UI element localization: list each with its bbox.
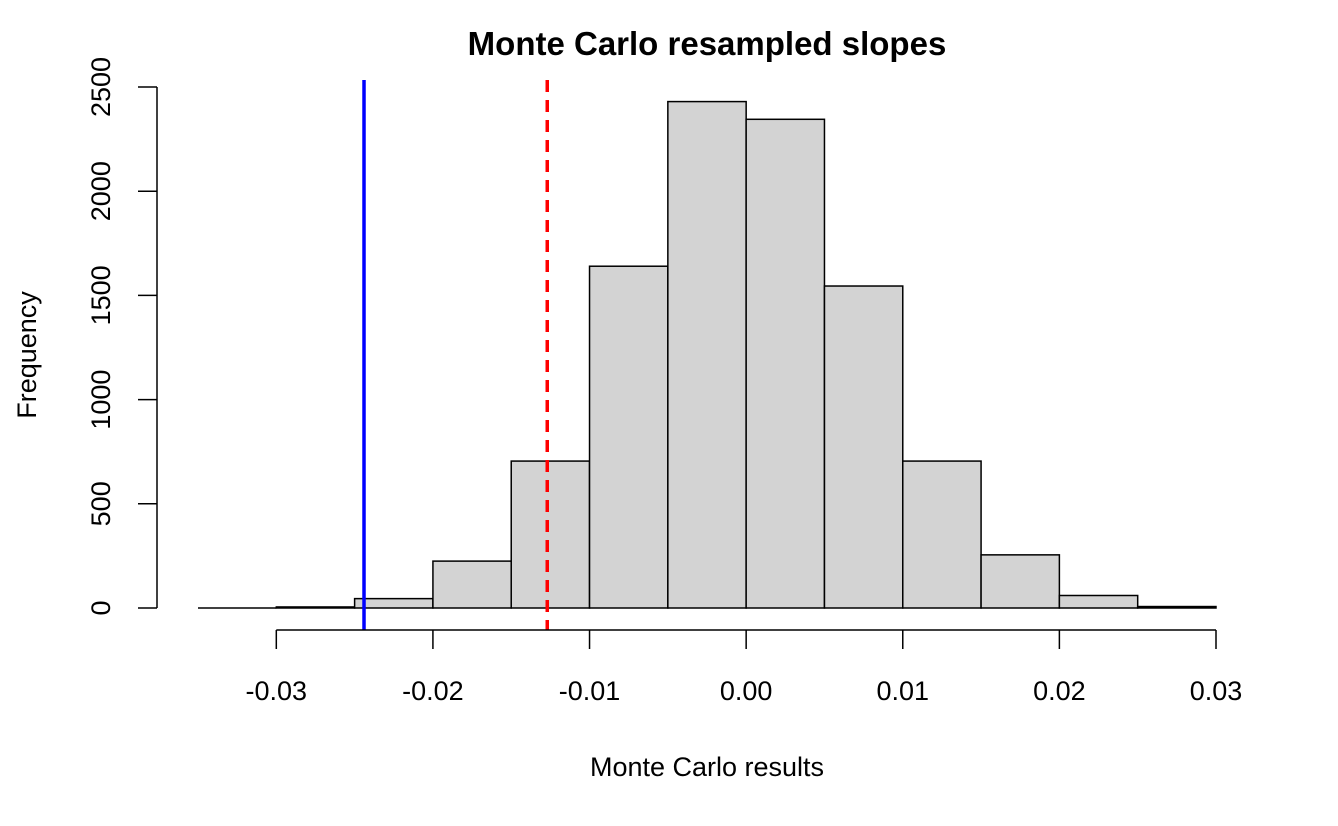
y-tick-label: 2500 bbox=[86, 57, 116, 117]
x-tick-label: -0.02 bbox=[402, 676, 464, 706]
histogram-bar-2 bbox=[433, 561, 511, 608]
histogram-bar-4 bbox=[590, 266, 668, 608]
y-tick-label: 1500 bbox=[86, 265, 116, 325]
histogram-bar-9 bbox=[981, 555, 1059, 608]
y-tick-label: 500 bbox=[86, 481, 116, 526]
chart-title: Monte Carlo resampled slopes bbox=[468, 25, 947, 62]
histogram-bar-3 bbox=[511, 461, 589, 608]
x-axis-label: Monte Carlo results bbox=[590, 752, 824, 782]
histogram-bar-7 bbox=[824, 286, 902, 608]
y-tick-label: 0 bbox=[86, 600, 116, 615]
histogram-bar-6 bbox=[746, 119, 824, 608]
x-tick-label: 0.00 bbox=[720, 676, 773, 706]
y-axis: 0 500 1000 1500 2000 2500 bbox=[86, 57, 157, 616]
histogram-bar-5 bbox=[668, 102, 746, 608]
y-tick-label: 1000 bbox=[86, 370, 116, 430]
histogram-bar-10 bbox=[1059, 595, 1137, 608]
x-axis: -0.03 -0.02 -0.01 0.00 0.01 0.02 0.03 bbox=[246, 630, 1243, 706]
x-tick-label: -0.03 bbox=[246, 676, 308, 706]
histogram-bar-0 bbox=[276, 607, 354, 608]
x-tick-label: -0.01 bbox=[559, 676, 621, 706]
x-tick-label: 0.03 bbox=[1190, 676, 1243, 706]
histogram-bar-8 bbox=[903, 461, 981, 608]
histogram-bars bbox=[276, 102, 1216, 608]
y-tick-label: 2000 bbox=[86, 161, 116, 221]
x-tick-label: 0.02 bbox=[1033, 676, 1086, 706]
histogram-bar-1 bbox=[355, 599, 433, 608]
y-axis-label: Frequency bbox=[12, 291, 42, 419]
x-tick-label: 0.01 bbox=[876, 676, 929, 706]
histogram-bar-11 bbox=[1138, 607, 1216, 608]
